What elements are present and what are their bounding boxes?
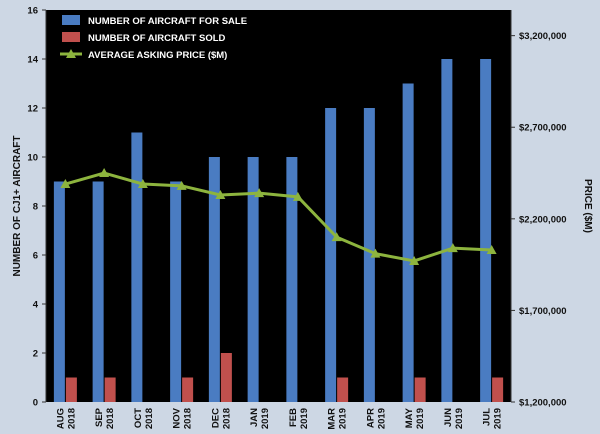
x-tick-label: DEC 2018 xyxy=(210,408,232,429)
y-tick-label: 6 xyxy=(33,251,38,262)
x-tick-year: 2018 xyxy=(66,408,77,429)
x-tick-month: AUG xyxy=(55,408,66,429)
price-point xyxy=(99,168,110,178)
x-tick-month: MAY xyxy=(404,407,415,428)
price-point xyxy=(331,232,342,242)
bar-sold xyxy=(65,377,77,402)
bar-for-sale xyxy=(170,181,182,402)
y-tick-label: 10 xyxy=(27,153,38,164)
y-axis-ticks: 0 2 4 6 8 10 12 14 16 xyxy=(27,6,47,409)
y-tick-label: 4 xyxy=(33,300,39,311)
x-tick-year: 2019 xyxy=(338,408,349,429)
price-point xyxy=(176,180,187,190)
bar-for-sale xyxy=(363,108,375,402)
y-tick-label: 8 xyxy=(33,202,38,213)
x-tick-month: DEC xyxy=(210,408,221,428)
y2-axis-title: PRICE ($M) xyxy=(582,179,593,233)
y-tick-label: 14 xyxy=(27,55,38,66)
x-tick-year: 2019 xyxy=(493,408,504,429)
x-tick-label: APR 2019 xyxy=(365,408,387,429)
x-tick-month: JUL xyxy=(482,408,493,426)
y-tick-label: 2 xyxy=(33,349,38,360)
x-tick-label: FEB 2019 xyxy=(288,408,310,429)
bar-for-sale xyxy=(208,157,220,402)
x-tick-month: FEB xyxy=(288,408,299,427)
legend-label: AVERAGE ASKING PRICE ($M) xyxy=(88,50,227,61)
x-tick-year: 2018 xyxy=(105,408,116,429)
y2-tick-label: $1,700,000 xyxy=(519,306,567,317)
bar-for-sale xyxy=(402,83,414,402)
bar-for-sale xyxy=(131,132,143,402)
price-line xyxy=(60,168,497,265)
price-point xyxy=(447,243,458,253)
bar-for-sale xyxy=(480,59,492,402)
x-tick-label: MAY 2019 xyxy=(404,407,426,429)
x-tick-label: AUG 2018 xyxy=(55,408,77,429)
x-tick-year: 2018 xyxy=(144,408,155,429)
legend-label: NUMBER OF AIRCRAFT FOR SALE xyxy=(88,16,247,27)
x-tick-year: 2018 xyxy=(221,408,232,429)
x-tick-month: APR xyxy=(365,408,376,428)
price-point xyxy=(215,190,226,200)
bar-for-sale xyxy=(441,59,453,402)
y2-tick-label: $2,200,000 xyxy=(519,214,567,225)
price-point xyxy=(409,255,420,265)
legend-swatch xyxy=(62,32,80,42)
x-tick-year: 2019 xyxy=(415,408,426,429)
price-point xyxy=(292,191,303,201)
x-tick-label: SEP 2018 xyxy=(94,407,116,429)
x-tick-year: 2019 xyxy=(260,408,271,429)
x-tick-year: 2019 xyxy=(454,408,465,429)
y-tick-label: 12 xyxy=(27,104,38,115)
x-tick-month: JAN xyxy=(249,408,260,427)
x-tick-year: 2019 xyxy=(376,408,387,429)
x-tick-month: MAR xyxy=(327,408,338,430)
bar-for-sale xyxy=(53,181,65,402)
bar-sold xyxy=(414,377,426,402)
price-series-line xyxy=(64,171,492,263)
x-tick-label: JUL 2019 xyxy=(482,408,504,429)
x-tick-year: 2019 xyxy=(299,408,310,429)
x-tick-label: JUN 2019 xyxy=(443,408,465,429)
x-tick-label: OCT 2018 xyxy=(133,408,155,429)
price-point xyxy=(370,248,381,258)
bar-for-sale xyxy=(286,157,298,402)
plot-area xyxy=(46,10,511,402)
price-point xyxy=(137,179,148,189)
x-tick-label: NOV 2018 xyxy=(172,407,194,429)
x-axis-ticks: AUG 2018 SEP 2018 OCT 2018 NOV 2018 DEC 2018 JAN 20… xyxy=(55,407,503,429)
legend-label: NUMBER OF AIRCRAFT SOLD xyxy=(88,33,226,44)
y-tick-label: 16 xyxy=(27,6,38,17)
bar-sold xyxy=(182,377,194,402)
price-point xyxy=(486,244,497,254)
price-point xyxy=(254,188,265,198)
y2-tick-label: $1,200,000 xyxy=(519,398,567,409)
x-tick-month: JUN xyxy=(443,408,454,427)
y2-tick-label: $2,700,000 xyxy=(519,123,567,134)
bar-for-sale xyxy=(247,157,259,402)
legend-swatch-marker xyxy=(66,49,76,58)
legend-swatch xyxy=(62,15,80,25)
bar-sold xyxy=(492,377,504,402)
bars xyxy=(53,59,504,402)
bar-for-sale xyxy=(92,181,104,402)
x-tick-month: NOV xyxy=(172,407,183,428)
price-point xyxy=(60,179,71,189)
bar-sold xyxy=(220,353,232,402)
x-tick-label: MAR 2019 xyxy=(327,408,349,430)
x-tick-label: JAN 2019 xyxy=(249,408,271,429)
x-tick-year: 2018 xyxy=(183,408,194,429)
bar-for-sale xyxy=(325,108,337,402)
y2-tick-label: $3,200,000 xyxy=(519,31,567,42)
x-tick-month: OCT xyxy=(133,408,144,428)
y-axis-title: NUMBER OF CJ1+ AIRCRAFT xyxy=(12,135,23,276)
y2-axis-ticks: $1,200,000 $1,700,000 $2,200,000 $2,700,000… xyxy=(510,10,567,409)
bar-sold xyxy=(104,377,116,402)
y-tick-label: 0 xyxy=(33,398,38,409)
bar-sold xyxy=(337,377,349,402)
x-tick-month: SEP xyxy=(94,407,105,427)
legend: NUMBER OF AIRCRAFT FOR SALE NUMBER OF AIR… xyxy=(60,15,247,61)
